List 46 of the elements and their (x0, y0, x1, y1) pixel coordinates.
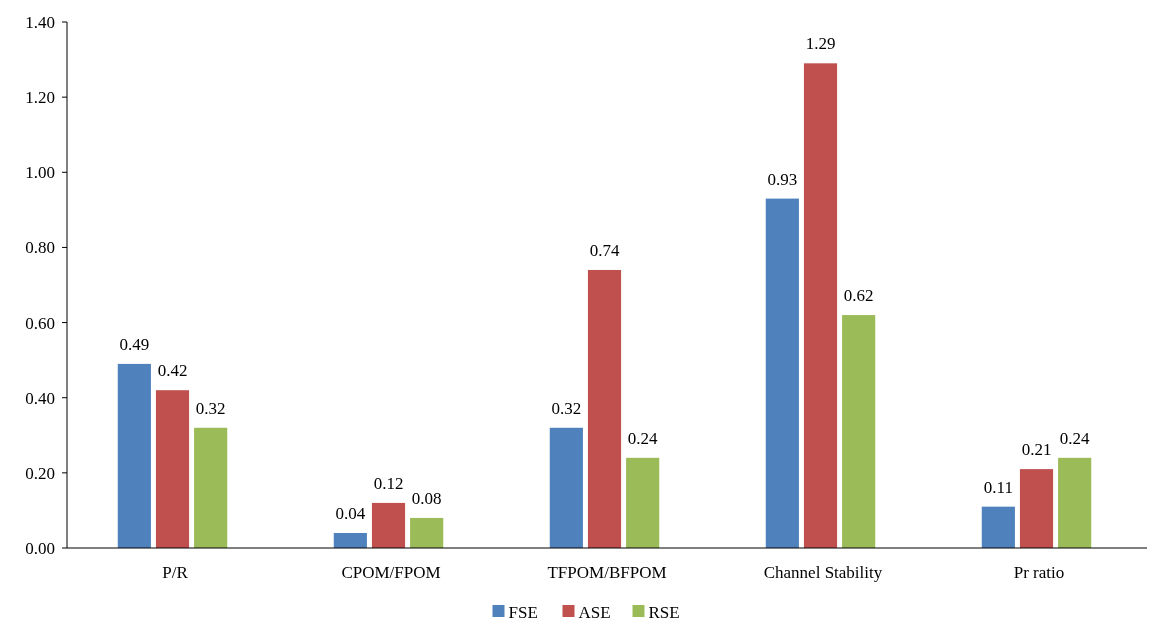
bar (626, 457, 660, 548)
data-label: 0.08 (411, 488, 442, 508)
bar (1058, 457, 1092, 548)
bar (371, 502, 406, 548)
bar (117, 363, 151, 548)
bar (587, 269, 622, 548)
data-label: 0.42 (157, 361, 188, 381)
bar (333, 532, 367, 548)
legend-label: ASE (578, 602, 611, 622)
data-label: 0.24 (1059, 428, 1091, 448)
data-label: 0.32 (551, 398, 582, 418)
x-tick-label: P/R (162, 563, 189, 582)
y-tick-label: 0.60 (25, 313, 55, 333)
y-tick-label: 0.80 (25, 238, 55, 258)
bar (194, 427, 228, 548)
y-tick-label: 1.40 (25, 12, 55, 32)
y-tick-label: 1.00 (25, 163, 55, 183)
x-tick-label: CPOM/FPOM (341, 563, 441, 582)
y-tick-label: 0.40 (25, 388, 55, 408)
data-label: 0.62 (843, 286, 874, 306)
data-label: 0.74 (589, 240, 620, 260)
data-label: 0.93 (767, 169, 798, 189)
y-tick-label: 0.20 (25, 463, 55, 483)
data-label: 0.32 (195, 398, 226, 418)
bar (981, 506, 1015, 548)
data-label: 0.11 (983, 477, 1013, 497)
x-tick-label: Channel Stability (763, 563, 883, 582)
y-tick-label: 1.20 (25, 88, 55, 108)
bar (1019, 469, 1054, 548)
bar (410, 517, 444, 548)
bar (155, 390, 190, 548)
legend-label: FSE (508, 602, 538, 622)
data-label: 0.21 (1021, 440, 1052, 460)
bar (549, 427, 583, 548)
legend-label: RSE (648, 602, 680, 622)
data-label: 0.24 (627, 428, 659, 448)
data-label: 0.12 (373, 473, 404, 493)
bar (842, 315, 876, 548)
bar (765, 198, 799, 548)
x-tick-label: TFPOM/BFPOM (547, 563, 667, 582)
data-label: 1.29 (805, 34, 836, 54)
data-label: 0.49 (119, 334, 150, 354)
bar (803, 63, 838, 548)
y-tick-label: 0.00 (25, 538, 55, 558)
x-tick-label: Pr ratio (1013, 563, 1065, 582)
data-label: 0.04 (335, 503, 366, 523)
